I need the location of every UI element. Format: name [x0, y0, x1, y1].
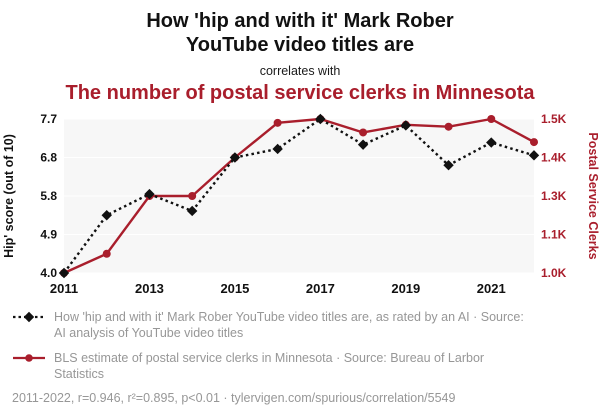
- svg-text:2013: 2013: [135, 281, 164, 296]
- source-link[interactable]: tylervigen.com/spurious/correlation/5549: [231, 391, 456, 405]
- footer: 2011-2022, r=0.946, r²=0.895, p<0.01 · t…: [0, 391, 600, 405]
- svg-text:2019: 2019: [391, 281, 420, 296]
- svg-text:5.8: 5.8: [40, 189, 57, 203]
- title-secondary: The number of postal service clerks in M…: [65, 82, 535, 104]
- footer-separator: ·: [219, 391, 232, 405]
- svg-text:1.4K: 1.4K: [541, 151, 567, 165]
- svg-text:1.5K: 1.5K: [541, 112, 567, 126]
- title-primary: How 'hip and with it' Mark Rober YouTube…: [146, 10, 454, 56]
- stats-text: 2011-2022, r=0.946, r²=0.895, p<0.01: [12, 391, 220, 405]
- svg-text:2011: 2011: [50, 281, 78, 296]
- legend-item-postal-clerks: BLS estimate of postal service clerks in…: [12, 350, 588, 382]
- correlates-with-label: correlates with: [259, 64, 341, 78]
- header: How 'hip and with it' Mark Rober YouTube…: [0, 0, 600, 105]
- svg-text:2015: 2015: [220, 281, 249, 296]
- svg-text:2021: 2021: [477, 281, 506, 296]
- legend-label-hip-score: How 'hip and with it' Mark Rober YouTube…: [54, 310, 524, 340]
- svg-text:1.0K: 1.0K: [541, 266, 567, 280]
- svg-text:Postal Service Clerks: Postal Service Clerks: [586, 132, 600, 259]
- legend: How 'hip and with it' Mark Rober YouTube…: [0, 309, 600, 382]
- svg-text:4.9: 4.9: [40, 228, 57, 242]
- svg-text:4.0: 4.0: [40, 266, 57, 280]
- svg-text:1.3K: 1.3K: [541, 189, 567, 203]
- svg-text:2017: 2017: [306, 281, 335, 296]
- legend-item-hip-score: How 'hip and with it' Mark Rober YouTube…: [12, 309, 588, 341]
- legend-label-postal-clerks: BLS estimate of postal service clerks in…: [54, 351, 485, 381]
- svg-text:1.1K: 1.1K: [541, 228, 567, 242]
- red-circle-line-icon: [13, 354, 45, 362]
- svg-text:Hip' score (out of 10): Hip' score (out of 10): [2, 134, 16, 258]
- svg-text:6.8: 6.8: [40, 151, 57, 165]
- correlation-chart: 4.0 1.0K 4.9 1.1K 5.8 1.3K 6.8 1.4K 7.7 1.5K 2011 2…: [2, 112, 600, 296]
- black-diamond-line-icon: [13, 311, 45, 323]
- svg-text:7.7: 7.7: [40, 112, 57, 126]
- chart-area: 4.0 1.0K 4.9 1.1K 5.8 1.3K 6.8 1.4K 7.7 1.5K 2011 2…: [0, 109, 600, 305]
